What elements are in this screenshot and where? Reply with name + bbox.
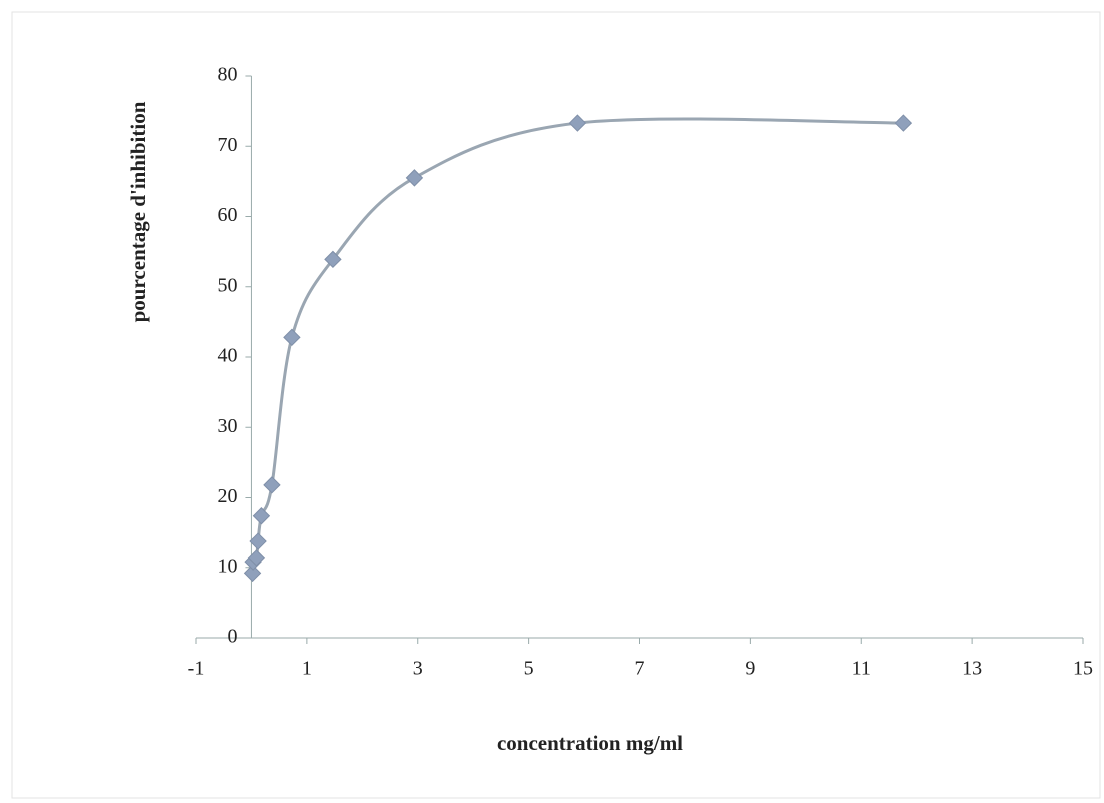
- x-tick-label: -1: [188, 658, 205, 680]
- chart-border: [11, 11, 1101, 799]
- y-tick-label: 60: [217, 204, 237, 226]
- x-tick-label: 3: [413, 658, 423, 680]
- x-tick-label: 9: [745, 658, 755, 680]
- y-tick-label: 70: [217, 134, 237, 156]
- marker: [252, 507, 271, 525]
- y-tick-label: 80: [217, 64, 237, 86]
- marker: [283, 328, 301, 347]
- marker: [249, 532, 267, 550]
- y-tick-label: 30: [217, 415, 237, 437]
- x-tick-label: 11: [852, 658, 871, 680]
- series-line: [251, 117, 904, 574]
- x-axis-title: concentration mg/ml: [497, 731, 683, 755]
- marker: [324, 250, 342, 269]
- y-tick-label: 40: [217, 345, 237, 367]
- x-tick-label: 5: [524, 658, 534, 680]
- y-tick-label: 20: [217, 485, 237, 507]
- marker: [247, 549, 266, 567]
- y-tick-label: 50: [217, 274, 237, 296]
- y-tick-label: 10: [217, 555, 237, 577]
- marker: [405, 169, 424, 187]
- x-tick-label: 1: [302, 658, 312, 680]
- y-axis-title: pourcentage d'inhibition: [126, 101, 150, 322]
- x-tick-label: 15: [1073, 658, 1093, 680]
- x-tick-label: 7: [635, 658, 645, 680]
- y-tick-label: 0: [227, 626, 237, 648]
- x-tick-label: 13: [962, 658, 982, 680]
- marker: [894, 114, 913, 132]
- marker: [568, 114, 587, 132]
- marker: [243, 564, 262, 583]
- marker: [263, 476, 281, 494]
